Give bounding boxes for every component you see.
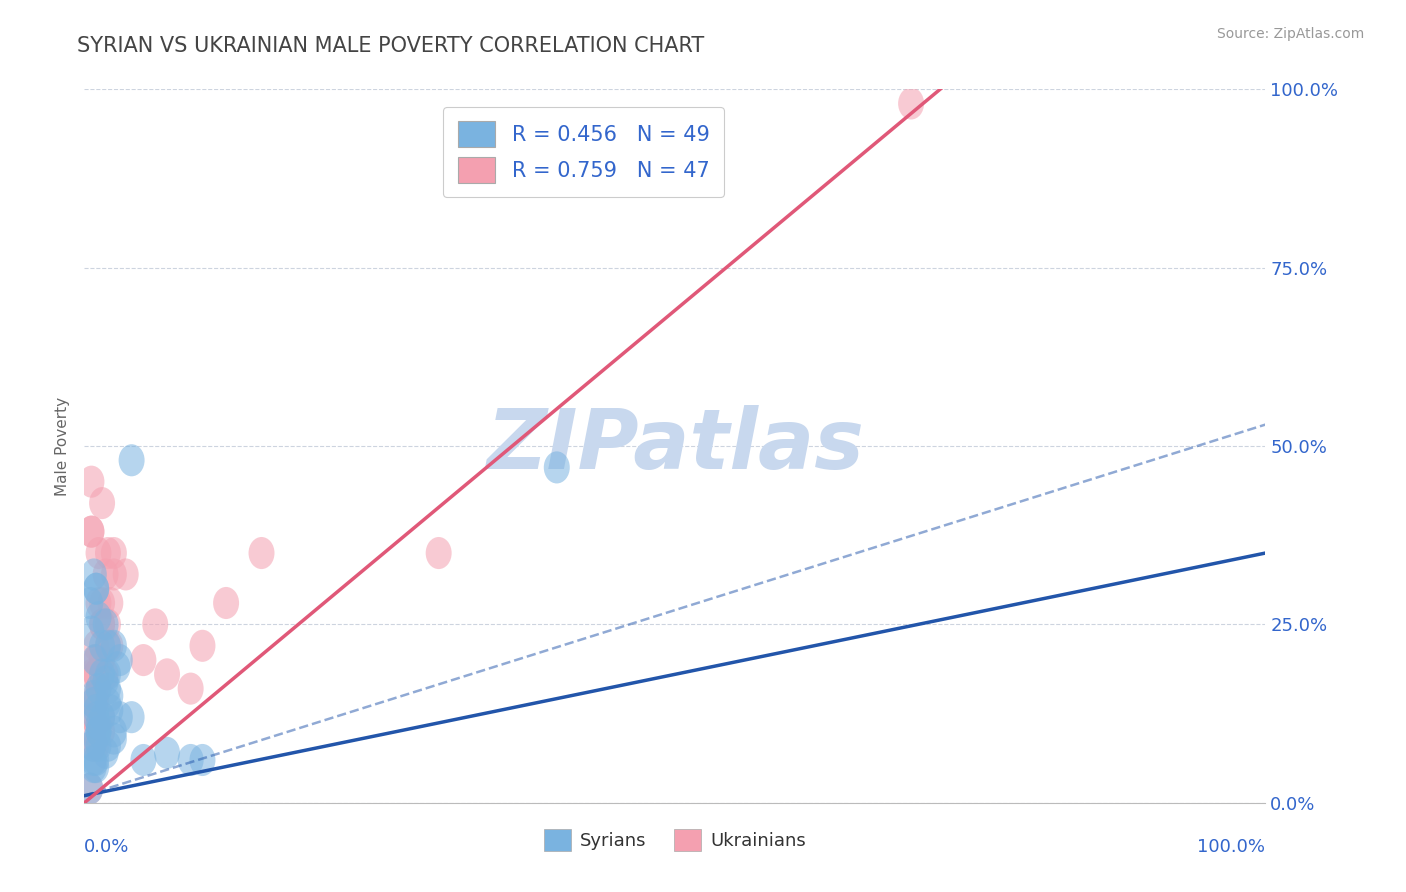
Legend: Syrians, Ukrainians: Syrians, Ukrainians — [537, 822, 813, 858]
Text: 100.0%: 100.0% — [1198, 838, 1265, 856]
Y-axis label: Male Poverty: Male Poverty — [55, 396, 70, 496]
Text: Source: ZipAtlas.com: Source: ZipAtlas.com — [1216, 27, 1364, 41]
Text: 0.0%: 0.0% — [84, 838, 129, 856]
Text: SYRIAN VS UKRAINIAN MALE POVERTY CORRELATION CHART: SYRIAN VS UKRAINIAN MALE POVERTY CORRELA… — [77, 36, 704, 55]
Text: ZIPatlas: ZIPatlas — [486, 406, 863, 486]
